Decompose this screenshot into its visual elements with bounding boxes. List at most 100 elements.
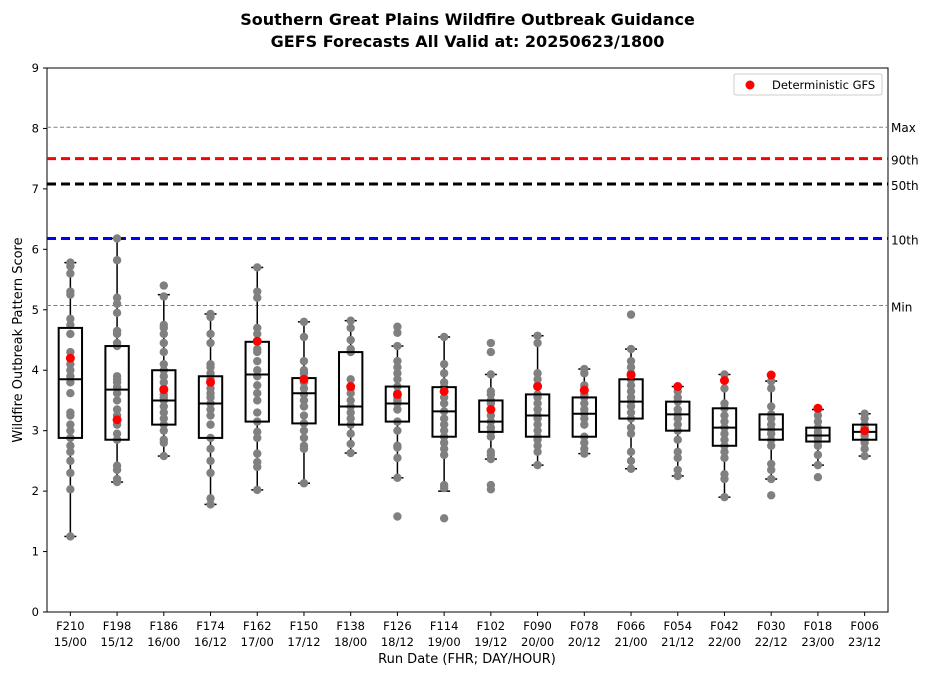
iqr-box xyxy=(104,345,130,441)
member-point xyxy=(533,460,542,470)
member-point xyxy=(533,420,542,429)
deterministic-point xyxy=(206,377,216,387)
member-point xyxy=(580,399,589,408)
member-point xyxy=(860,409,869,418)
member-point xyxy=(393,473,402,483)
member-point xyxy=(112,299,122,308)
member-point xyxy=(486,370,496,379)
member-point xyxy=(112,388,122,398)
member-point xyxy=(253,388,262,398)
member-point xyxy=(439,399,449,408)
member-point xyxy=(346,439,355,449)
member-point xyxy=(720,399,729,408)
member-point xyxy=(159,281,169,290)
member-point xyxy=(393,375,402,384)
member-point xyxy=(766,441,776,450)
x-tick-label-date: 22/12 xyxy=(755,635,788,649)
x-tick-label-fhr: F066 xyxy=(617,619,646,633)
member-point xyxy=(486,338,496,348)
member-point xyxy=(159,378,169,387)
member-point xyxy=(253,433,262,443)
member-point xyxy=(626,356,636,366)
member-point xyxy=(486,347,496,357)
member-point xyxy=(486,423,496,432)
x-tick-label-fhr: F198 xyxy=(103,619,132,633)
member-point xyxy=(66,456,75,466)
member-point xyxy=(112,405,122,414)
x-tick-label-date: 17/00 xyxy=(241,635,274,649)
member-point xyxy=(393,441,402,450)
member-point xyxy=(533,405,542,414)
reference-label: 10th xyxy=(891,233,919,247)
member-point xyxy=(299,396,309,405)
member-point xyxy=(813,417,823,426)
member-point xyxy=(206,329,215,339)
member-point xyxy=(66,468,75,478)
legend-marker xyxy=(745,80,755,90)
member-point xyxy=(159,402,169,411)
member-point xyxy=(66,447,75,457)
member-point xyxy=(299,317,309,327)
iqr-box xyxy=(478,399,504,433)
member-point xyxy=(253,485,262,495)
member-point xyxy=(626,408,636,417)
member-point xyxy=(393,405,402,414)
iqr-box xyxy=(665,400,691,432)
member-point xyxy=(299,384,309,393)
member-point xyxy=(533,426,542,435)
member-point xyxy=(673,420,682,429)
member-point xyxy=(299,426,309,435)
member-point xyxy=(393,453,402,463)
x-tick-label-date: 18/00 xyxy=(334,635,367,649)
member-point xyxy=(346,396,355,405)
member-point xyxy=(299,332,309,342)
plot-frame xyxy=(46,67,889,613)
member-point xyxy=(393,356,402,366)
member-point xyxy=(393,369,402,378)
member-point xyxy=(673,447,682,457)
member-point xyxy=(206,405,215,414)
y-axis-label: Wildfire Outbreak Pattern Score xyxy=(11,237,26,442)
member-point xyxy=(253,396,262,405)
member-point xyxy=(66,408,75,417)
member-point xyxy=(299,433,309,443)
x-tick-label-fhr: F150 xyxy=(290,619,319,633)
member-point xyxy=(159,338,169,348)
member-point xyxy=(720,435,729,444)
x-tick-label-date: 19/00 xyxy=(428,635,461,649)
x-tick-label-fhr: F006 xyxy=(850,619,879,633)
member-point xyxy=(206,338,215,348)
deterministic-point xyxy=(346,382,356,392)
member-point xyxy=(393,328,402,337)
x-tick-label-date: 18/12 xyxy=(381,635,414,649)
member-point xyxy=(720,469,729,479)
x-tick-label-fhr: F054 xyxy=(663,619,692,633)
member-point xyxy=(626,429,636,438)
member-point xyxy=(720,492,729,502)
deterministic-point xyxy=(486,405,496,415)
member-point xyxy=(626,310,636,319)
x-tick-label-fhr: F138 xyxy=(336,619,365,633)
member-point xyxy=(112,308,122,317)
legend: Deterministic GFS xyxy=(733,73,883,96)
x-tick-label-fhr: F186 xyxy=(150,619,179,633)
x-tick-label-fhr: F018 xyxy=(804,619,833,633)
member-point xyxy=(766,420,776,429)
deterministic-point xyxy=(439,386,449,396)
member-point xyxy=(159,372,169,381)
member-point xyxy=(346,323,355,333)
member-point xyxy=(346,408,355,417)
member-point xyxy=(299,479,309,488)
x-tick-label-date: 16/00 xyxy=(147,635,180,649)
member-point xyxy=(626,423,636,432)
x-tick-label-date: 20/12 xyxy=(568,635,601,649)
member-point xyxy=(112,372,122,381)
title-line-2: GEFS Forecasts All Valid at: 20250623/18… xyxy=(270,32,665,51)
x-tick-label-fhr: F042 xyxy=(710,619,739,633)
iqr-box xyxy=(151,369,177,426)
member-point xyxy=(720,453,729,463)
x-tick-label-fhr: F210 xyxy=(56,619,85,633)
x-tick-label-date: 15/12 xyxy=(101,635,134,649)
member-point xyxy=(813,473,823,482)
member-point xyxy=(486,387,496,396)
